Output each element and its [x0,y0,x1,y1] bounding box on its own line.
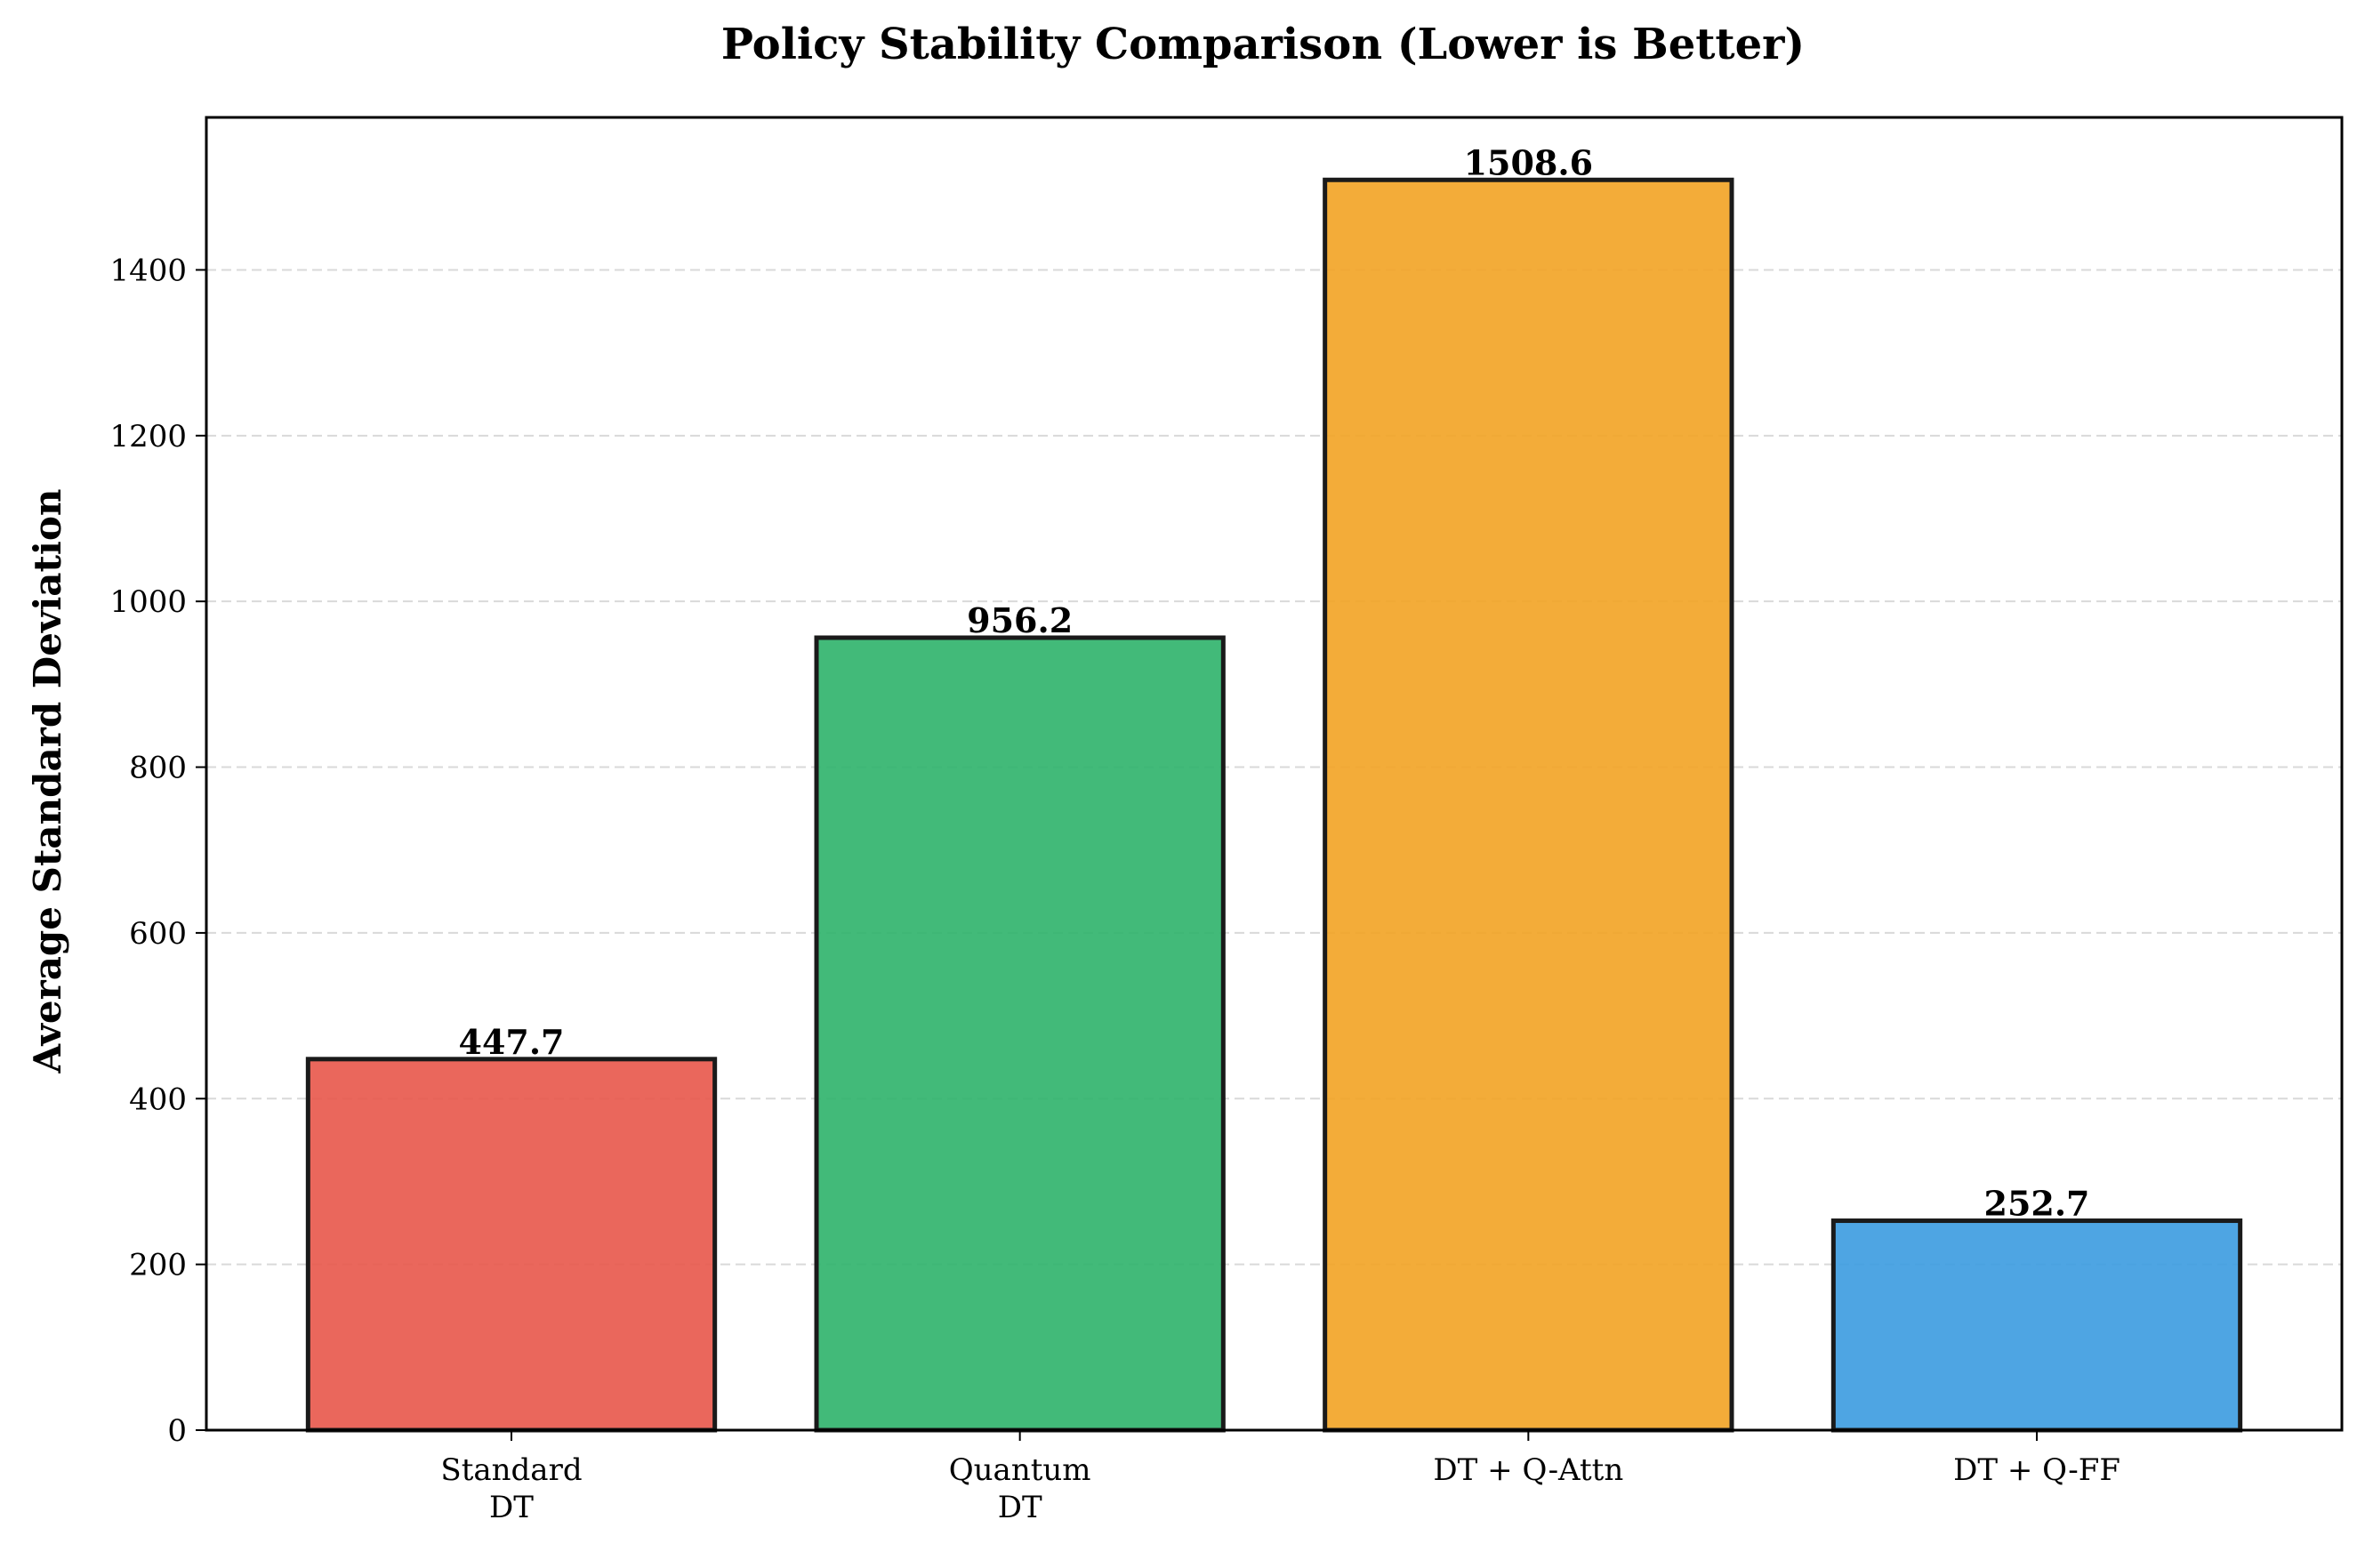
bar [305,1057,718,1433]
bar [814,635,1226,1433]
y-tick-label: 1200 [109,419,187,454]
bars [305,177,2243,1433]
y-tick-label: 1000 [109,584,187,620]
plot-frame [205,116,2344,1432]
y-tick-label: 0 [167,1413,187,1449]
value-labels: 447.7 956.2 1508.6 252.7 [459,142,2090,1223]
y-tick-label: 600 [129,916,187,952]
bar-value-label: 447.7 [459,1022,565,1062]
x-tick-label: Standard [440,1452,582,1488]
x-tick-label: DT [489,1490,534,1525]
chart-title: Policy Stability Comparison (Lower is Be… [721,20,1805,69]
y-tick-label: 200 [129,1248,187,1283]
x-tick-label: DT + Q-Attn [1433,1452,1623,1488]
y-tick-label: 800 [129,751,187,786]
x-tick-label: DT [998,1490,1042,1525]
bar-value-label: 956.2 [967,600,1073,640]
bar-value-label: 1508.6 [1464,142,1593,182]
x-tick-label: Quantum [949,1452,1091,1488]
y-axis-ticks: 0 200 400 600 800 1000 1200 1400 [109,253,206,1449]
bar [1323,177,1734,1433]
y-tick-label: 400 [129,1082,187,1117]
x-tick-label: DT + Q-FF [1953,1452,2120,1488]
y-axis-label: Average Standard Deviation [26,489,69,1074]
bar [1830,1218,2243,1433]
bar-value-label: 252.7 [1984,1184,2090,1224]
y-tick-label: 1400 [109,253,187,288]
